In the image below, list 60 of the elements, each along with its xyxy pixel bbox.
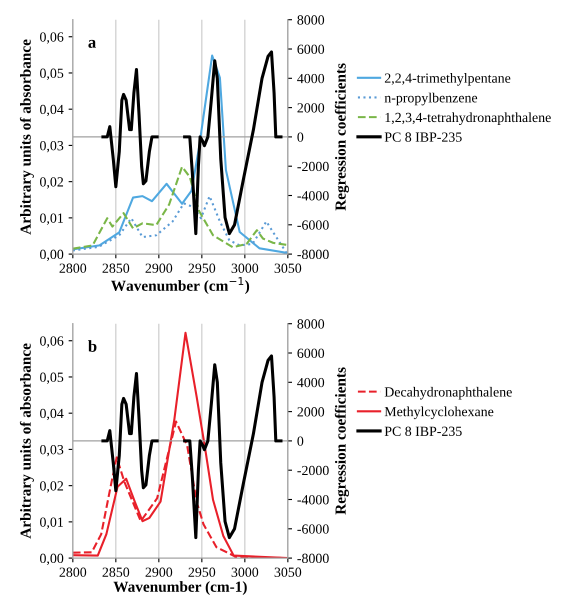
y-tick-label: 0,02 (40, 177, 64, 189)
y2-tick-label: -6000 (297, 220, 329, 230)
y2-tick-label: 6000 (297, 348, 324, 358)
y2-tick-label: -4000 (297, 191, 329, 200)
x-tick-label: 2900 (146, 568, 172, 577)
y-tick-label: 0,00 (40, 554, 64, 566)
y2-tick-label: -4000 (297, 495, 329, 504)
x-tick-label: 2950 (188, 264, 216, 273)
y2-tick-label: 4000 (297, 378, 324, 388)
x-tick-label: 2800 (60, 568, 86, 577)
x-tick-label: 3050 (274, 264, 302, 273)
y2-axis-title: Regression coefficients (334, 63, 349, 211)
y-tick-label: 0,00 (40, 250, 64, 262)
y-tick-label: 0,02 (40, 481, 64, 493)
x-axis-title: Wavenumber (cm$^{−1}$) (111, 277, 250, 294)
line-series (72, 166, 288, 250)
legend-label: PC 8 IBP-235 (384, 132, 462, 142)
legend-label: Methylcyclohexane (384, 406, 494, 420)
y2-tick-label: 6000 (297, 44, 324, 54)
y2-tick-label: 4000 (297, 74, 324, 84)
y-tick-label: 0,01 (40, 213, 63, 225)
y2-tick-label: -8000 (297, 250, 329, 260)
x-tick-label: 3000 (232, 568, 258, 577)
x-tick-label: 2900 (146, 264, 172, 273)
y-tick-label: 0,05 (40, 372, 64, 384)
y-tick-label: 0,04 (40, 408, 64, 420)
y2-axis-title: Regression coefficients (334, 367, 349, 515)
y2-tick-label: 2000 (297, 103, 324, 113)
y-tick-label: 0,06 (40, 32, 64, 44)
y-tick-label: 0,01 (40, 517, 63, 529)
annotation: a (88, 40, 96, 48)
x-tick-label: 2850 (102, 264, 130, 273)
y2-tick-label: 0 (297, 132, 304, 142)
legend-label: Decahydronaphthalene (384, 386, 512, 400)
y-tick-label: 0,05 (40, 68, 64, 80)
y2-tick-label: -2000 (297, 162, 329, 172)
x-axis-title: Wavenumber (cm-1) (113, 581, 247, 595)
y-axis-title: Arbitrary units of absorbance (20, 343, 34, 539)
y2-tick-label: -2000 (297, 466, 329, 476)
legend-label: 1,2,3,4-tetrahydronaphthalene (386, 112, 551, 125)
legend-label: n-propylbenzene (384, 92, 478, 106)
x-tick-label: 3050 (274, 568, 302, 577)
x-tick-label: 2800 (60, 264, 86, 273)
y2-tick-label: 8000 (297, 319, 324, 329)
x-tick-label: 3000 (232, 264, 258, 273)
y2-tick-label: 8000 (297, 15, 324, 25)
x-tick-label: 2850 (102, 568, 130, 577)
y-axis-title: Arbitrary units of absorbance (20, 39, 34, 235)
y-tick-label: 0,03 (40, 141, 64, 152)
y2-tick-label: -6000 (297, 524, 329, 534)
y-tick-label: 0,06 (40, 336, 64, 348)
y-tick-label: 0,04 (40, 104, 64, 116)
y-tick-label: 0,03 (40, 445, 64, 456)
x-tick-label: 2950 (188, 568, 216, 577)
y2-tick-label: -8000 (297, 554, 329, 564)
y2-tick-label: 2000 (297, 407, 324, 417)
legend-label: 2,2,4-trimethylpentane (384, 73, 510, 86)
y2-tick-label: 0 (297, 436, 304, 446)
legend-label: PC 8 IBP-235 (384, 426, 462, 436)
annotation: b (88, 340, 96, 352)
